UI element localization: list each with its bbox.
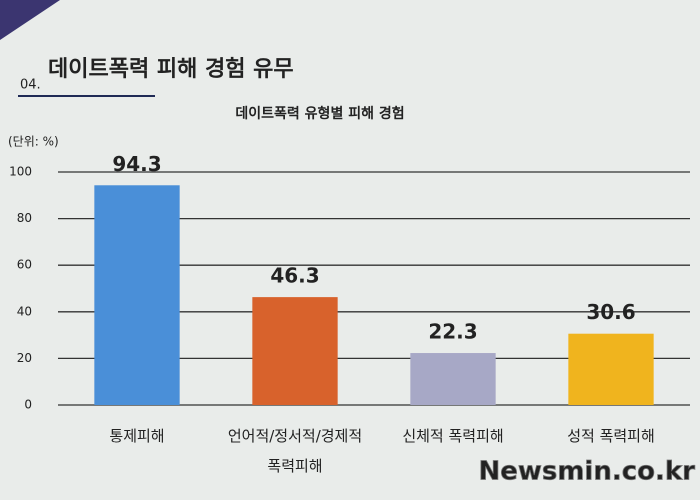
chart-title: 데이트폭력 유형별 피해 경험 <box>235 105 404 122</box>
section-number: 04. <box>20 78 41 93</box>
value-label: 94.3 <box>112 152 161 176</box>
value-label: 22.3 <box>428 320 477 344</box>
value-label: 46.3 <box>270 264 319 288</box>
x-tick-label: 성적 폭력피해 <box>567 427 655 445</box>
y-tick-label: 100 <box>9 165 32 179</box>
y-tick-label: 20 <box>17 351 32 365</box>
watermark: Newsmin.co.kr <box>478 457 695 487</box>
x-tick-label: 통제피해 <box>109 427 165 445</box>
slide-heading: 데이트폭력 피해 경험 유무 <box>48 56 294 82</box>
unit-label: (단위: %) <box>8 135 59 149</box>
x-tick-label: 신체적 폭력피해 <box>402 427 504 445</box>
corner-decoration <box>0 0 60 40</box>
bar <box>94 185 180 405</box>
bar <box>410 353 496 405</box>
bar <box>252 297 338 405</box>
y-tick-label: 0 <box>24 398 32 412</box>
bar <box>568 333 654 405</box>
value-label: 30.6 <box>586 300 635 324</box>
y-tick-label: 80 <box>17 211 32 225</box>
x-tick-label: 언어적/정서적/경제적 폭력피해 <box>227 427 363 475</box>
y-tick-label: 40 <box>17 304 32 318</box>
y-tick-label: 60 <box>17 258 32 272</box>
